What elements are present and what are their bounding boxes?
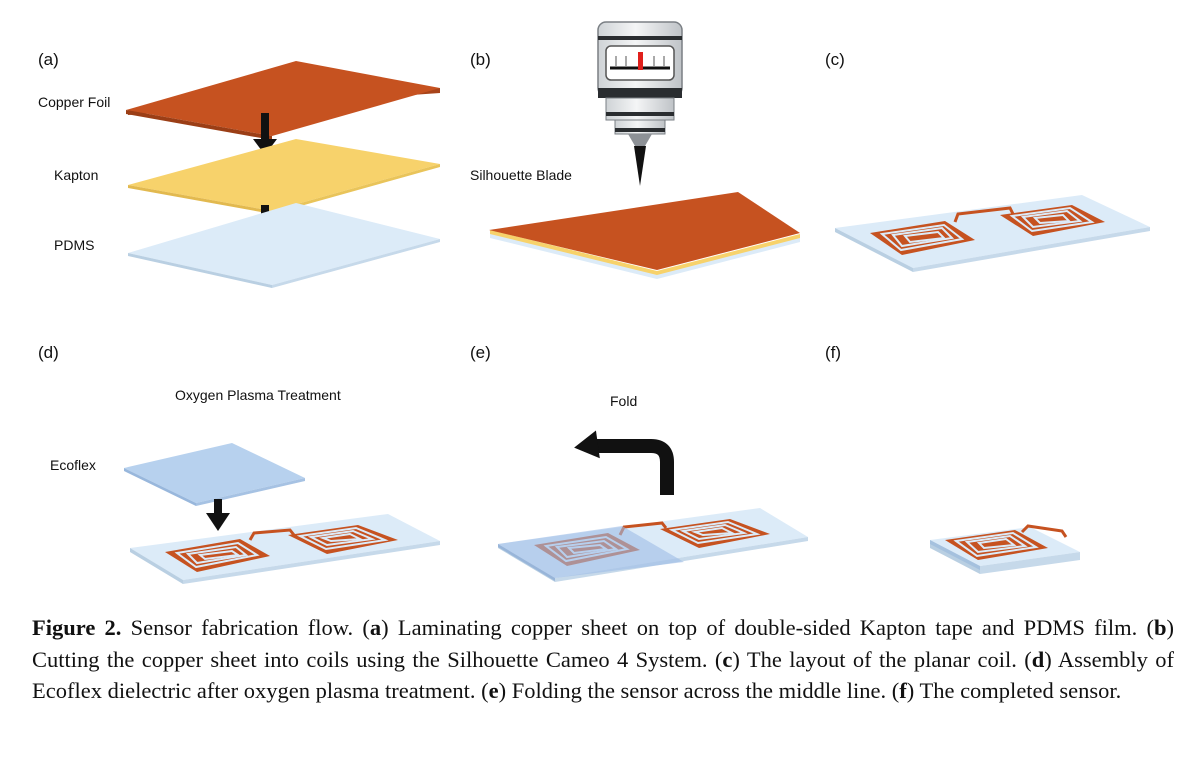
blade-cutter-icon — [597, 21, 683, 186]
coil-connector — [953, 206, 1015, 223]
coil-substrate — [130, 514, 440, 584]
caption-text: The layout of the planar coil. — [746, 646, 1017, 672]
kapton-sheet — [128, 139, 440, 214]
panel-a-label: (a) — [38, 50, 59, 69]
caption-key: e — [488, 678, 499, 703]
ecoflex-label: Ecoflex — [50, 457, 96, 473]
coil-icon — [660, 519, 770, 548]
caption-item-f: (f) The completed sensor. — [891, 678, 1122, 703]
down-arrow-icon — [253, 113, 277, 155]
caption-key: c — [722, 646, 733, 672]
caption-text: Assembly of Ecoflex dielectric after oxy… — [32, 646, 1175, 704]
fabrication-figure: (a) Copper Foil Kapton — [38, 21, 1150, 584]
pdms-label: PDMS — [54, 237, 94, 253]
panel-d: (d) Oxygen Plasma Treatment Ecoflex — [38, 343, 440, 584]
caption-key: a — [369, 615, 382, 640]
panel-c-label: (c) — [825, 50, 845, 69]
figure-caption: Figure 2. Sensor fabrication flow. (a) L… — [32, 612, 1174, 707]
panel-e-label: (e) — [470, 343, 491, 362]
panel-a: (a) Copper Foil Kapton — [38, 50, 440, 288]
coil-icon — [870, 221, 975, 255]
caption-item-d: (d) Assembly of Ecoflex dielectric after… — [32, 646, 1175, 704]
ecoflex-overlay — [498, 526, 684, 581]
gauge-needle — [638, 52, 643, 70]
caption-text: Folding the sensor across the middle lin… — [511, 678, 887, 703]
figure-label: Figure 2. — [32, 615, 122, 640]
coil-icon — [1000, 205, 1105, 236]
fold-label: Fold — [610, 393, 637, 409]
panel-b-label: (b) — [470, 50, 491, 69]
down-arrow-icon — [206, 499, 230, 531]
pdms-sheet — [128, 203, 440, 288]
caption-item-c: (c) The layout of the planar coil. — [714, 646, 1017, 672]
caption-item-a: (a) Laminating copper sheet on top of do… — [362, 615, 1138, 640]
caption-text: The completed sensor. — [919, 678, 1122, 703]
panel-f: (f) — [825, 343, 1080, 574]
caption-text: Cutting the copper sheet into coils usin… — [32, 646, 708, 672]
silhouette-blade-label: Silhouette Blade — [470, 167, 572, 183]
copper-foil-label: Copper Foil — [38, 94, 110, 110]
coil-connector — [248, 528, 296, 541]
caption-key: f — [899, 678, 907, 703]
caption-text: Laminating copper sheet on top of double… — [397, 615, 1138, 640]
kapton-label: Kapton — [54, 167, 98, 183]
caption-item-e: (e) Folding the sensor across the middle… — [481, 678, 887, 703]
completed-sensor — [930, 524, 1080, 574]
panel-c: (c) — [825, 50, 1150, 272]
ecoflex-sheet — [124, 443, 305, 506]
caption-key: d — [1031, 646, 1045, 672]
panel-e: (e) Fold — [470, 343, 808, 582]
coil-icon — [165, 539, 270, 572]
coil-icon — [288, 525, 398, 554]
panel-b: (b) Silhouette Blade — [470, 21, 800, 279]
copper-foil-sheet — [126, 61, 440, 140]
caption-key: b — [1153, 615, 1167, 640]
panel-f-label: (f) — [825, 343, 841, 362]
oxygen-plasma-label: Oxygen Plasma Treatment — [175, 387, 341, 403]
caption-item-b: (b) Cutting the copper sheet into coils … — [32, 615, 1174, 672]
panel-d-label: (d) — [38, 343, 59, 362]
fold-arrow-icon — [574, 430, 674, 495]
caption-title: Sensor fabrication flow. — [130, 615, 354, 640]
laminated-sheet — [489, 192, 800, 279]
